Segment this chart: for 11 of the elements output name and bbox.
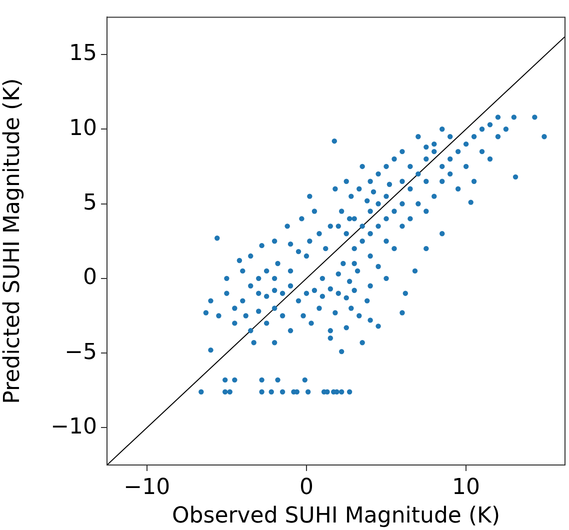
y-tick-label: 5 xyxy=(83,190,97,216)
x-axis-title: Observed SUHI Magnitude (K) xyxy=(172,504,500,529)
y-tick-label: −10 xyxy=(50,414,97,440)
x-tick-label: 10 xyxy=(452,474,480,500)
y-axis-title: Predicted SUHI Magnitude (K) xyxy=(0,78,25,404)
y-tick-label: 0 xyxy=(83,265,97,290)
y-tick-label: −5 xyxy=(64,340,97,365)
y-tick-label: 15 xyxy=(69,41,97,66)
x-tick-label: −10 xyxy=(124,474,170,500)
y-tick-label: 10 xyxy=(69,116,97,141)
x-tick-label: 0 xyxy=(299,474,314,500)
